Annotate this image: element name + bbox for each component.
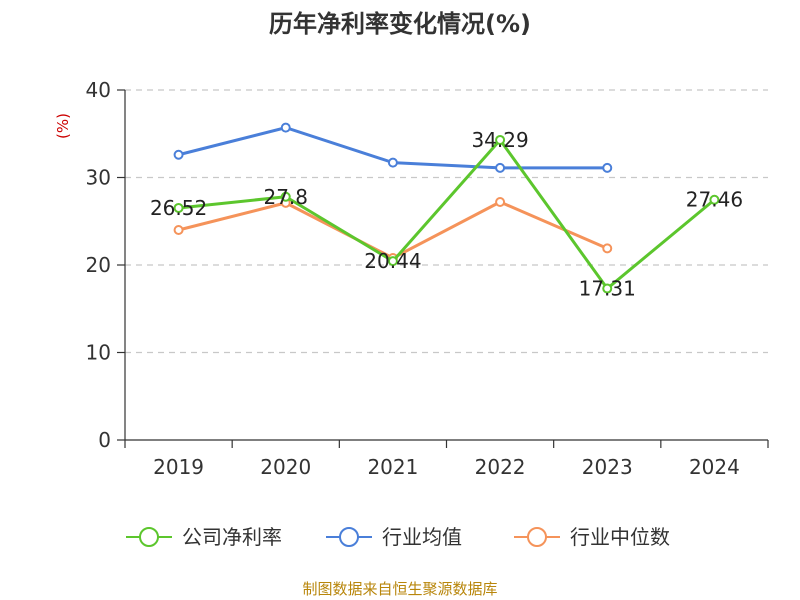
y-tick-label: 10: [86, 341, 111, 365]
x-tick-label-2021: 2021: [367, 455, 418, 479]
series-1-point-2020[interactable]: [280, 122, 291, 133]
x-tick-label-2023: 2023: [582, 455, 633, 479]
data-label-2021: 20.44: [364, 249, 421, 273]
legend-marker: [339, 527, 359, 547]
series-1-point-2019[interactable]: [173, 149, 184, 160]
chart-title: 历年净利率变化情况(%): [269, 10, 531, 38]
series-0-point-2021[interactable]: [387, 256, 398, 267]
series-0-point-2024[interactable]: [709, 194, 720, 205]
series-2-point-2023[interactable]: [602, 243, 613, 254]
data-label-2022: 34.29: [471, 128, 528, 152]
series-2-point-2019[interactable]: [173, 225, 184, 235]
axes: 0 10 20 30 40 2019 2020 2021 2022 2023 2024: [86, 78, 769, 479]
series-1-point-2021[interactable]: [387, 157, 398, 168]
y-axis-unit-label: (%): [54, 113, 72, 139]
series-0-point-2019[interactable]: [173, 202, 184, 213]
legend-label: 公司净利率: [182, 525, 282, 549]
legend-item-1[interactable]: 行业均值: [326, 525, 462, 549]
legend-label: 行业均值: [382, 525, 462, 549]
data-label-2019: 26.52: [150, 196, 207, 220]
x-tick-label-2019: 2019: [153, 455, 204, 479]
legend-label: 行业中位数: [570, 525, 670, 549]
series-2-point-2022[interactable]: [495, 197, 506, 207]
series-0-point-2020[interactable]: [280, 191, 291, 202]
legend[interactable]: 公司净利率 行业均值 行业中位数: [126, 525, 670, 549]
series-lines: [173, 122, 720, 294]
x-tick-label-2022: 2022: [475, 455, 526, 479]
data-label-2024: 27.46: [686, 188, 743, 212]
y-tick-label: 0: [98, 428, 111, 452]
x-tick-label-2020: 2020: [260, 455, 311, 479]
legend-marker: [139, 527, 159, 547]
legend-marker: [527, 527, 547, 547]
data-label-2020: 27.8: [263, 185, 308, 209]
y-tick-label: 40: [86, 78, 111, 102]
data-label-2023: 17.31: [579, 277, 636, 301]
x-tick-label-2024: 2024: [689, 455, 740, 479]
data-labels: 26.52 27.8 20.44 34.29 17.31 27.46: [150, 128, 743, 301]
series-line-0: [178, 138, 716, 291]
legend-item-2[interactable]: 行业中位数: [514, 525, 670, 549]
source-note: 制图数据来自恒生聚源数据库: [302, 580, 497, 598]
y-tick-label: 30: [86, 166, 111, 190]
series-1-point-2023[interactable]: [602, 162, 613, 173]
series-0-point-2022[interactable]: [495, 134, 506, 145]
gridlines: [125, 89, 768, 354]
y-tick-label: 20: [86, 253, 111, 277]
legend-item-0[interactable]: 公司净利率: [126, 525, 282, 549]
series-0-point-2023[interactable]: [602, 283, 613, 294]
series-1-point-2022[interactable]: [495, 162, 506, 173]
